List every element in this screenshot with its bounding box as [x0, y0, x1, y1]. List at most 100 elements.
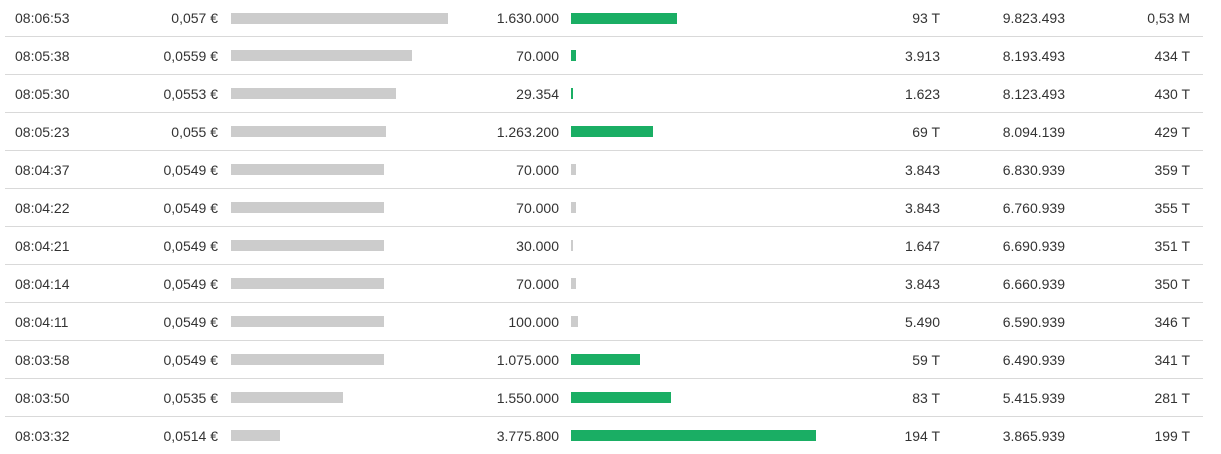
trade-row: 08:06:53 0,057 € 1.630.000 93 T 9.823.493 0,5… — [5, 0, 1203, 37]
volume-bar — [571, 202, 576, 213]
cumulative-turnover: 355 T — [1154, 199, 1190, 216]
trade-price: 0,057 € — [171, 10, 218, 26]
volume-bar — [571, 240, 573, 251]
trade-row: 08:03:32 0,0514 € 3.775.800 194 T 3.865.939 1… — [5, 417, 1203, 454]
cumulative-turnover: 359 T — [1154, 161, 1190, 178]
trade-turnover: 59 T — [912, 351, 940, 368]
cumulative-volume: 9.823.493 — [1002, 10, 1065, 26]
cumulative-turnover: 341 T — [1154, 351, 1190, 368]
price-bar — [231, 316, 384, 327]
trade-turnover: 1.647 — [904, 237, 940, 254]
trade-price: 0,0559 € — [163, 47, 219, 64]
volume-bar — [571, 430, 816, 441]
price-bar — [231, 12, 448, 24]
trade-time: 08:05:30 — [15, 85, 70, 102]
trade-volume: 70.000 — [516, 199, 559, 216]
trade-time: 08:04:37 — [15, 161, 70, 178]
price-bar — [231, 392, 343, 403]
trade-row: 08:03:58 0,0549 € 1.075.000 59 T 6.490.939 34… — [5, 341, 1203, 379]
trade-price: 0,0553 € — [163, 85, 219, 102]
price-bar — [231, 354, 384, 365]
volume-bar — [571, 50, 576, 61]
volume-bar — [571, 126, 653, 137]
cumulative-turnover: 199 T — [1154, 427, 1190, 444]
cumulative-turnover: 0,53 M — [1147, 10, 1190, 26]
trade-time: 08:05:38 — [15, 47, 70, 64]
trade-price: 0,0549 € — [163, 199, 219, 216]
trade-price: 0,0514 € — [163, 427, 219, 444]
trade-row: 08:04:11 0,0549 € 100.000 5.490 6.590.939 346… — [5, 303, 1203, 341]
trade-turnover: 5.490 — [904, 313, 940, 330]
trade-turnover: 69 T — [912, 123, 940, 140]
trade-row: 08:04:14 0,0549 € 70.000 3.843 6.660.939 350 … — [5, 265, 1203, 303]
trade-time: 08:03:32 — [15, 427, 70, 444]
price-bar — [231, 278, 384, 289]
cumulative-volume: 6.760.939 — [1002, 199, 1065, 216]
trade-price: 0,055 € — [171, 123, 218, 140]
trade-time: 08:03:50 — [15, 389, 70, 406]
trade-volume: 1.550.000 — [496, 389, 559, 406]
cumulative-turnover: 434 T — [1154, 47, 1190, 64]
trade-volume: 1.263.200 — [496, 123, 559, 140]
trade-price: 0,0549 € — [163, 161, 219, 178]
trade-price: 0,0535 € — [163, 389, 219, 406]
cumulative-volume: 6.490.939 — [1002, 351, 1065, 368]
volume-bar — [571, 316, 578, 327]
trade-row: 08:05:38 0,0559 € 70.000 3.913 8.193.493 434 … — [5, 37, 1203, 75]
cumulative-turnover: 429 T — [1154, 123, 1190, 140]
trade-time: 08:05:23 — [15, 123, 70, 140]
trade-time: 08:03:58 — [15, 351, 70, 368]
trade-time: 08:04:14 — [15, 275, 70, 292]
trade-time: 08:04:21 — [15, 237, 70, 254]
trade-turnover: 3.843 — [904, 161, 940, 178]
price-bar — [231, 430, 280, 441]
cumulative-volume: 5.415.939 — [1002, 389, 1065, 406]
trade-volume: 3.775.800 — [496, 427, 559, 444]
cumulative-volume: 8.193.493 — [1002, 47, 1065, 64]
volume-bar — [571, 354, 640, 365]
trade-volume: 70.000 — [516, 47, 559, 64]
trade-time: 08:06:53 — [15, 10, 70, 26]
volume-bar — [571, 12, 677, 24]
cumulative-volume: 6.690.939 — [1002, 237, 1065, 254]
price-bar — [231, 202, 384, 213]
cumulative-volume: 8.094.139 — [1002, 123, 1065, 140]
trade-volume: 1.630.000 — [496, 10, 559, 26]
trade-volume: 70.000 — [516, 275, 559, 292]
trades-table: 08:06:53 0,057 € 1.630.000 93 T 9.823.493 0,5… — [5, 0, 1203, 454]
cumulative-volume: 6.590.939 — [1002, 313, 1065, 330]
trade-row: 08:04:37 0,0549 € 70.000 3.843 6.830.939 359 … — [5, 151, 1203, 189]
trade-turnover: 194 T — [904, 427, 940, 444]
trade-volume: 100.000 — [508, 313, 559, 330]
cumulative-turnover: 281 T — [1154, 389, 1190, 406]
price-bar — [231, 240, 384, 251]
trade-price: 0,0549 € — [163, 351, 219, 368]
trade-turnover: 93 T — [912, 10, 940, 26]
trade-row: 08:05:30 0,0553 € 29.354 1.623 8.123.493 430 … — [5, 75, 1203, 113]
trade-price: 0,0549 € — [163, 237, 219, 254]
price-bar — [231, 164, 384, 175]
cumulative-turnover: 430 T — [1154, 85, 1190, 102]
cumulative-turnover: 346 T — [1154, 313, 1190, 330]
trade-volume: 29.354 — [516, 85, 559, 102]
trade-turnover: 3.913 — [904, 47, 940, 64]
cumulative-volume: 6.830.939 — [1002, 161, 1065, 178]
cumulative-volume: 8.123.493 — [1002, 85, 1065, 102]
trade-turnover: 83 T — [912, 389, 940, 406]
price-bar — [231, 126, 386, 137]
cumulative-volume: 6.660.939 — [1002, 275, 1065, 292]
trade-volume: 30.000 — [516, 237, 559, 254]
trade-volume: 1.075.000 — [496, 351, 559, 368]
price-bar — [231, 50, 412, 61]
trade-row: 08:04:22 0,0549 € 70.000 3.843 6.760.939 355 … — [5, 189, 1203, 227]
trade-price: 0,0549 € — [163, 275, 219, 292]
price-bar — [231, 88, 396, 99]
trade-row: 08:05:23 0,055 € 1.263.200 69 T 8.094.139 429… — [5, 113, 1203, 151]
volume-bar — [571, 164, 576, 175]
volume-bar — [571, 88, 573, 99]
cumulative-volume: 3.865.939 — [1002, 427, 1065, 444]
trade-volume: 70.000 — [516, 161, 559, 178]
trade-time: 08:04:22 — [15, 199, 70, 216]
trade-row: 08:04:21 0,0549 € 30.000 1.647 6.690.939 351 … — [5, 227, 1203, 265]
cumulative-turnover: 351 T — [1154, 237, 1190, 254]
